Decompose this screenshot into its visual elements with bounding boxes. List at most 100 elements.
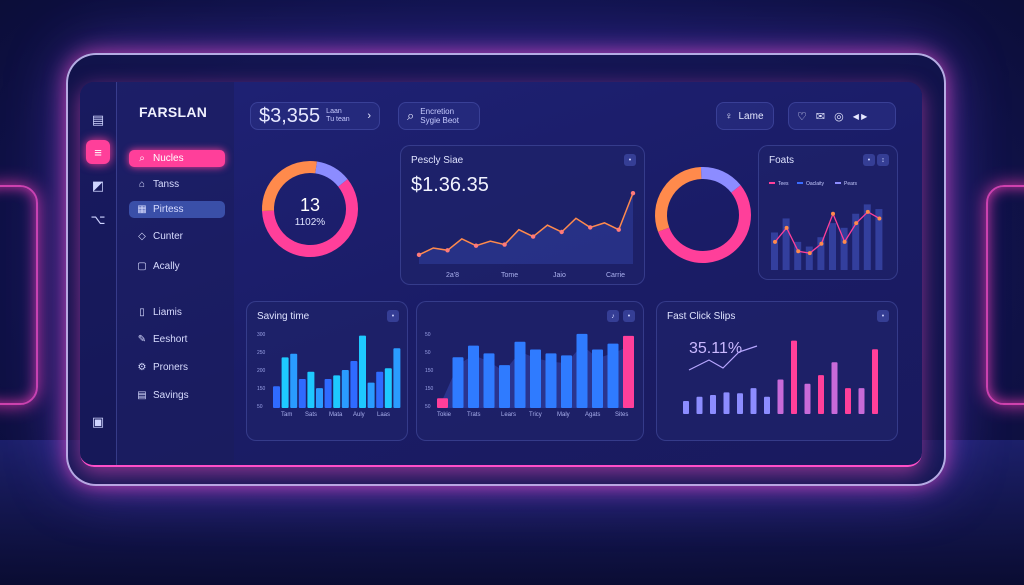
middle-bar <box>592 349 603 408</box>
right-glow-bar <box>986 185 1024 405</box>
search-pill[interactable]: ⌕ Encretion Sygie Beot <box>398 102 480 130</box>
feats-point <box>819 241 824 246</box>
saving-bar <box>393 348 401 408</box>
x-label: Trats <box>467 412 480 418</box>
search-caption-line2: Sygie Beot <box>420 116 459 125</box>
nav-item-label: Acally <box>153 261 180 272</box>
arrows-icon[interactable]: ◀ ▶ <box>852 111 868 121</box>
feats-bar <box>817 237 825 270</box>
card-menu-icon[interactable]: • <box>387 310 399 322</box>
sales-point <box>473 243 479 248</box>
feats-point <box>796 249 801 254</box>
card-menu-icon[interactable]: • <box>863 154 875 166</box>
middle-bar <box>607 343 619 408</box>
search-caption: Encretion Sygie Beot <box>420 107 459 125</box>
legend-swatch-2 <box>797 182 803 184</box>
card-menu-icon[interactable]: • <box>623 310 635 322</box>
nav-item-liamis[interactable]: ▯ Liamis <box>129 304 225 321</box>
feats-card-title: Foats <box>769 155 795 166</box>
nav-item-proners[interactable]: ⚙ Proners <box>129 359 225 376</box>
actions-pill: ♡ ✉ ◎ ◀ ▶ <box>788 102 896 130</box>
fast-bar <box>710 395 716 414</box>
donut-slice <box>314 161 348 187</box>
fast-bar <box>831 362 838 414</box>
nav-item-eeshort[interactable]: ✎ Eeshort <box>129 331 225 348</box>
feats-point <box>877 216 882 221</box>
legend-swatch-1 <box>769 182 775 184</box>
heart-icon[interactable]: ♡ <box>797 110 807 123</box>
nav-item-cunter[interactable]: ◇ Cunter <box>129 228 225 245</box>
home-icon: ⌂ <box>138 179 146 190</box>
feats-point <box>773 239 777 244</box>
y-label: 200 <box>257 368 266 374</box>
middle-bar <box>499 365 510 408</box>
pen-icon: ✎ <box>137 334 147 345</box>
fast-bar <box>777 379 784 414</box>
nav-item-label: Tanss <box>153 179 180 190</box>
y-label: 50 <box>425 332 431 338</box>
sales-area <box>419 193 633 264</box>
mail-icon[interactable]: ✉ <box>815 110 826 123</box>
middle-bar <box>623 335 634 408</box>
nav-item-nucles[interactable]: ⌕ Nucles <box>129 150 225 167</box>
feats-point <box>831 211 835 216</box>
music-icon[interactable]: ♪ <box>607 310 619 322</box>
y-label: 150 <box>425 386 434 392</box>
saving-bar-chart: 300 250 200 150 50 Tam Sats Mata Auly La… <box>257 332 401 418</box>
globe-icon[interactable]: ◎ <box>834 110 844 123</box>
saving-bar <box>290 353 298 408</box>
x-label: Mata <box>329 412 343 418</box>
saving-bar <box>341 370 349 408</box>
card-menu-icon[interactable]: • <box>624 154 636 166</box>
legend-label: Pears <box>844 181 858 187</box>
y-label: 250 <box>257 350 266 356</box>
doc-icon[interactable]: ▣ <box>91 414 105 429</box>
fast-click-card: Fast Click Slips • 35.11% <box>656 301 898 441</box>
feats-bar <box>829 223 836 270</box>
fast-bar <box>696 396 703 414</box>
saving-bar <box>281 357 289 408</box>
feats-card: Foats • ↕ Tees Oaclaity Pears <box>758 145 898 280</box>
fast-bar <box>872 349 878 414</box>
x-label: Agats <box>585 412 600 418</box>
donut-slice <box>262 161 317 212</box>
saving-time-card: Saving time • 300 250 200 150 50 Tam Sat… <box>246 301 408 441</box>
donut-slice <box>700 167 741 193</box>
middle-bar <box>452 357 464 408</box>
fast-bar <box>791 340 797 414</box>
y-label: 150 <box>257 386 266 392</box>
fast-bar <box>723 392 730 414</box>
side-nav: FARSLAN ⌕ Nucles ⌂ Tanss ▦ Pirtess ◇ Cun… <box>116 82 234 465</box>
nav-item-acally[interactable]: ▢ Acally <box>129 258 225 275</box>
file-icon[interactable]: ▤ <box>91 112 105 127</box>
brand-title: FARSLAN <box>139 104 208 120</box>
feats-bar <box>805 246 813 270</box>
card-menu-icon[interactable]: • <box>877 310 889 322</box>
balance-pill[interactable]: $3,355 Laan Tu tean › <box>250 102 380 130</box>
chart-icon[interactable]: ◩ <box>91 178 105 193</box>
y-label: 150 <box>425 368 434 374</box>
nav-item-savings[interactable]: ▤ Savings <box>129 387 225 404</box>
flow-icon[interactable]: ⌥ <box>90 212 106 227</box>
sales-point <box>630 190 636 196</box>
card-expand-icon[interactable]: ↕ <box>877 154 889 166</box>
list-icon[interactable]: ≡ <box>86 140 110 164</box>
feats-bar <box>840 227 848 270</box>
user-icon: ♀ <box>725 110 733 122</box>
feats-point <box>865 209 870 214</box>
fast-trend-line <box>688 345 758 371</box>
y-label: 50 <box>425 350 431 356</box>
user-name: Lame <box>738 110 764 122</box>
sales-point <box>502 242 507 247</box>
x-label: Sats <box>305 412 317 418</box>
fast-bar <box>750 388 757 414</box>
user-pill[interactable]: ♀ Lame <box>716 102 774 130</box>
donut-chart-1: 13 1102% <box>262 161 358 257</box>
middle-bar <box>561 355 572 408</box>
sales-point <box>588 225 593 230</box>
nav-item-tanss[interactable]: ⌂ Tanss <box>129 176 225 193</box>
nav-item-pirtess[interactable]: ▦ Pirtess <box>129 201 225 218</box>
donut-chart-2 <box>655 167 751 263</box>
feats-point <box>807 251 812 256</box>
feats-line <box>774 211 880 254</box>
